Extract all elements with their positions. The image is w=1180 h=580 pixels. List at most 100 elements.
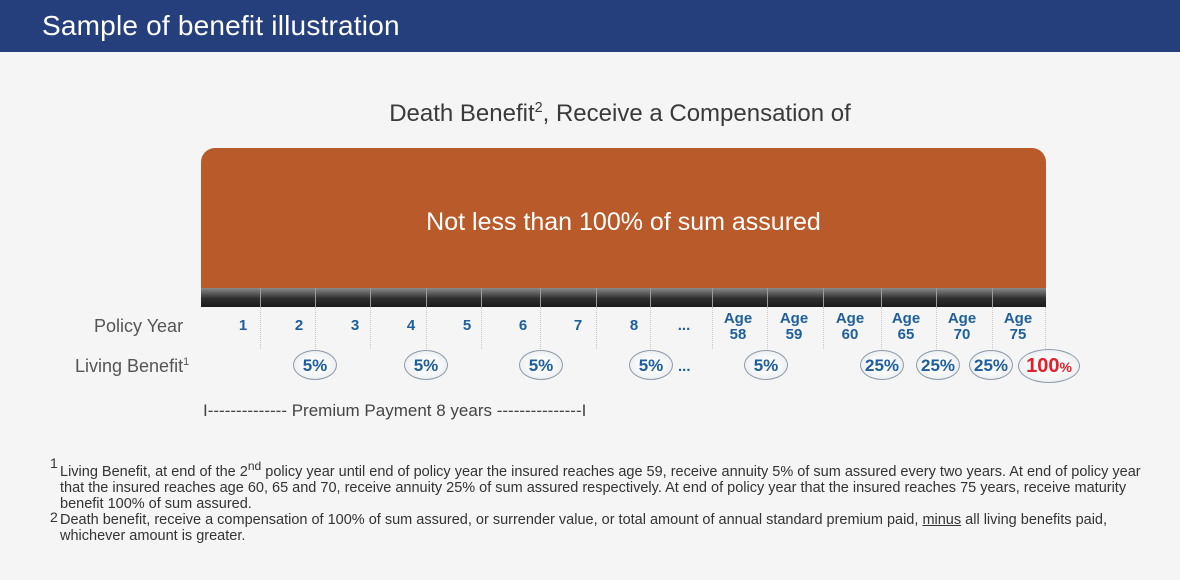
policy-year-line1: 6: [518, 317, 528, 334]
timeline-gridline: [370, 307, 372, 349]
timeline-gridline: [712, 307, 714, 349]
benefit-badge: 25%: [969, 350, 1013, 380]
subtitle-rest: , Receive a Compensation of: [542, 100, 851, 127]
timeline-gridline: [650, 307, 652, 349]
final-benefit-percent-sign: %: [1059, 359, 1072, 375]
header-bar: Sample of benefit illustration: [0, 0, 1180, 52]
timeline-gridline: [992, 307, 994, 349]
policy-year-line2: 75: [1009, 326, 1027, 343]
timeline-gridline: [767, 307, 769, 349]
timeline-gridline: [881, 307, 883, 349]
policy-year-1: 1: [215, 318, 271, 334]
footnote-2-underlined: minus: [922, 511, 962, 528]
footnote-1-text-b: policy year until end of policy year the…: [60, 463, 1141, 512]
timeline-tick: [712, 288, 713, 307]
timeline-gridline: [260, 307, 262, 349]
living-benefit-label-text: Living Benefit: [75, 356, 184, 376]
policy-year-14: Age 70: [934, 311, 990, 343]
policy-year-5: 5: [439, 318, 495, 334]
policy-year-line1: Age: [723, 310, 753, 327]
benefit-badge: 25%: [916, 350, 960, 380]
policy-year-3: 3: [327, 318, 383, 334]
footnote-1-text-a: Living Benefit, at end of the 2: [60, 463, 248, 480]
timeline-tick: [260, 288, 261, 307]
timeline-tick: [881, 288, 882, 307]
final-benefit-value: 100: [1026, 355, 1060, 377]
living-benefit-label: Living Benefit1: [75, 356, 189, 377]
living-benefit-footnote-ref: 1: [183, 356, 190, 368]
timeline-tick: [823, 288, 824, 307]
benefit-badge: 5%: [519, 350, 563, 380]
policy-year-line2: 58: [729, 326, 747, 343]
footnote-1: 1 Living Benefit, at end of the 2nd polic…: [50, 455, 1145, 512]
timeline-gridline: [481, 307, 483, 349]
policy-year-line2: 65: [897, 326, 915, 343]
footnote-1-marker: 1: [50, 455, 58, 471]
timeline-gridline: [936, 307, 938, 349]
timeline-gridline: [540, 307, 542, 349]
footnote-1-sup: nd: [247, 459, 262, 473]
premium-payment-range: I-------------- Premium Payment 8 years …: [203, 401, 587, 420]
timeline-gridline: [1045, 307, 1047, 349]
policy-year-7: 7: [550, 318, 606, 334]
timeline-tick: [481, 288, 482, 307]
timeline-tick: [370, 288, 371, 307]
policy-year-line2: 70: [953, 326, 971, 343]
timeline-gridline: [823, 307, 825, 349]
policy-year-line1: 3: [350, 317, 360, 334]
footnote-2-marker: 2: [50, 508, 58, 525]
policy-year-15: Age 75: [990, 311, 1046, 343]
policy-year-line2: 59: [785, 326, 803, 343]
policy-year-6: 6: [495, 318, 551, 334]
page-title: Sample of benefit illustration: [42, 10, 400, 41]
timeline-tick: [936, 288, 937, 307]
benefit-badge: 5%: [293, 350, 337, 380]
final-benefit-badge: 100%: [1018, 349, 1080, 383]
policy-year-line1: 5: [462, 317, 472, 334]
banner-text: Not less than 100% of sum assured: [426, 208, 821, 236]
policy-year-line1: 2: [294, 317, 304, 334]
policy-year-8: 8: [606, 318, 662, 334]
policy-year-label: Policy Year: [94, 316, 184, 336]
policy-year-line1: Age: [835, 310, 865, 327]
timeline-gridline: [315, 307, 317, 349]
diagram-subtitle: Death Benefit2, Receive a Compensation o…: [0, 100, 1180, 128]
timeline-tick: [315, 288, 316, 307]
timeline-track: [201, 288, 1046, 307]
policy-year-10: Age 58: [710, 311, 766, 343]
benefit-ellipsis: ...: [678, 358, 691, 375]
policy-year-line1: ...: [677, 317, 691, 334]
policy-year-12: Age 60: [822, 311, 878, 343]
timeline-tick: [426, 288, 427, 307]
policy-year-line1: 8: [629, 317, 639, 334]
benefit-badge: 5%: [744, 350, 788, 380]
death-benefit-banner: Not less than 100% of sum assured: [201, 148, 1046, 288]
policy-year-2: 2: [271, 318, 327, 334]
policy-year-line2: 60: [841, 326, 859, 343]
subtitle-text: Death Benefit: [389, 100, 535, 127]
policy-year-13: Age 65: [878, 311, 934, 343]
policy-year-line1: Age: [947, 310, 977, 327]
policy-year-line1: 4: [406, 317, 416, 334]
subtitle-footnote-ref: 2: [534, 100, 543, 116]
policy-year-4: 4: [383, 318, 439, 334]
timeline-tick: [767, 288, 768, 307]
footnote-2: 2 Death benefit, receive a compensation o…: [50, 508, 1145, 544]
policy-year-9: ...: [656, 318, 712, 334]
footnote-2-text-a: Death benefit, receive a compensation of…: [60, 511, 923, 528]
timeline-tick: [596, 288, 597, 307]
policy-year-line1: Age: [1003, 310, 1033, 327]
timeline-gridline: [426, 307, 428, 349]
timeline-gridline: [596, 307, 598, 349]
benefit-badge: 5%: [404, 350, 448, 380]
timeline-tick: [540, 288, 541, 307]
timeline-tick: [992, 288, 993, 307]
benefit-badge: 25%: [860, 350, 904, 380]
footnotes: 1 Living Benefit, at end of the 2nd polic…: [50, 455, 1145, 544]
policy-year-11: Age 59: [766, 311, 822, 343]
benefit-badge: 5%: [629, 350, 673, 380]
timeline-tick: [650, 288, 651, 307]
policy-year-line1: 1: [238, 317, 248, 334]
footnote-2-text-b: all living benefits paid, whichever amou…: [60, 511, 1108, 544]
policy-year-line1: Age: [779, 310, 809, 327]
